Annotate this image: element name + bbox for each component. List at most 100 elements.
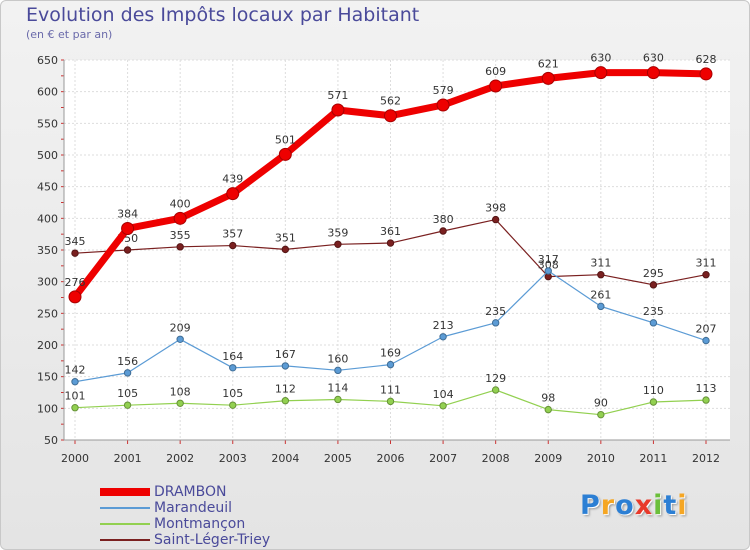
data-point-saint-leger-triey — [176, 243, 184, 251]
data-label-marandeuil: 164 — [222, 350, 243, 363]
data-label-marandeuil: 160 — [327, 352, 348, 365]
data-label-marandeuil: 167 — [275, 348, 296, 361]
x-tick-label: 2009 — [534, 452, 562, 465]
logo-letter: i — [653, 490, 664, 521]
legend-item-drambon: DRAMBON — [100, 484, 270, 500]
data-label-montmancon: 129 — [485, 372, 506, 385]
data-label-drambon: 562 — [380, 95, 401, 108]
y-tick-label: 600 — [37, 86, 58, 99]
data-point-saint-leger-triey — [439, 227, 447, 235]
y-tick-label: 50 — [44, 434, 58, 447]
data-point-montmancon — [334, 395, 342, 404]
data-point-montmancon — [649, 398, 658, 406]
data-point-drambon — [278, 147, 292, 161]
data-point-saint-leger-triey — [229, 241, 237, 250]
data-label-montmancon: 105 — [117, 387, 138, 400]
data-point-montmancon — [597, 410, 605, 419]
data-label-drambon: 439 — [222, 173, 243, 186]
y-tick-label: 300 — [37, 276, 58, 289]
data-label-saint-leger-triey: 355 — [170, 229, 191, 242]
data-label-saint-leger-triey: 357 — [222, 228, 243, 241]
data-label-montmancon: 110 — [643, 384, 664, 397]
x-tick-label: 2004 — [271, 452, 299, 465]
data-point-montmancon — [123, 401, 132, 409]
legend-swatch — [100, 488, 150, 496]
data-point-montmancon — [386, 397, 395, 406]
data-label-saint-leger-triey: 345 — [65, 235, 86, 248]
data-point-saint-leger-triey — [597, 271, 605, 279]
data-label-drambon: 621 — [538, 57, 559, 70]
data-point-marandeuil — [281, 362, 290, 370]
data-point-drambon — [594, 66, 608, 80]
data-label-saint-leger-triey: 361 — [380, 225, 401, 238]
y-tick-label: 250 — [37, 307, 58, 320]
data-point-saint-leger-triey — [386, 239, 395, 247]
data-point-marandeuil — [386, 360, 395, 369]
data-label-marandeuil: 213 — [433, 319, 454, 332]
data-label-drambon: 630 — [590, 52, 611, 65]
data-label-drambon: 609 — [485, 65, 506, 78]
legend-swatch — [100, 507, 150, 509]
data-label-drambon: 400 — [170, 197, 191, 210]
data-point-montmancon — [439, 402, 447, 410]
data-point-marandeuil — [71, 378, 79, 386]
data-point-montmancon — [71, 404, 79, 412]
data-point-montmancon — [491, 386, 500, 394]
y-tick-label: 100 — [37, 402, 58, 415]
legend-item-marandeuil: Marandeuil — [100, 500, 270, 516]
data-label-saint-leger-triey: 398 — [485, 202, 506, 215]
data-label-montmancon: 112 — [275, 383, 296, 396]
data-point-marandeuil — [491, 319, 500, 327]
data-point-drambon — [331, 103, 345, 117]
x-tick-label: 2005 — [324, 452, 352, 465]
y-tick-label: 150 — [37, 371, 58, 384]
logo-letter: t — [663, 490, 678, 521]
logo-letter: P — [580, 490, 601, 521]
data-point-montmancon — [229, 401, 237, 409]
x-tick-label: 2007 — [429, 452, 457, 465]
data-label-saint-leger-triey: 308 — [538, 259, 559, 272]
data-label-marandeuil: 156 — [117, 355, 138, 368]
y-tick-label: 200 — [37, 339, 58, 352]
data-point-drambon — [173, 211, 187, 225]
data-label-marandeuil: 235 — [643, 305, 664, 318]
data-point-drambon — [436, 98, 450, 112]
x-tick-label: 2001 — [114, 452, 142, 465]
data-label-drambon: 579 — [433, 84, 454, 97]
data-label-drambon: 630 — [643, 52, 664, 65]
data-label-montmancon: 98 — [541, 392, 555, 405]
data-label-montmancon: 101 — [65, 390, 86, 403]
data-point-marandeuil — [334, 366, 342, 375]
legend-item-montmancon: Montmançon — [100, 516, 270, 532]
data-label-marandeuil: 317 — [538, 253, 559, 266]
legend-item-saint-leger-triey: Saint-Léger-Triey — [100, 532, 270, 548]
data-point-marandeuil — [544, 267, 552, 275]
data-label-marandeuil: 209 — [170, 321, 191, 334]
x-tick-label: 2010 — [587, 452, 615, 465]
y-tick-label: 400 — [37, 212, 58, 225]
data-point-marandeuil — [176, 335, 184, 343]
x-tick-label: 2002 — [166, 452, 194, 465]
data-point-montmancon — [176, 399, 184, 407]
data-point-drambon — [699, 67, 713, 81]
data-point-drambon — [384, 109, 397, 123]
chart-legend: DRAMBON Marandeuil Montmançon Saint-Léger-T… — [100, 484, 270, 548]
data-label-montmancon: 111 — [380, 383, 401, 396]
chart-subtitle: (en € et par an) — [26, 28, 113, 41]
data-label-drambon: 571 — [327, 89, 348, 102]
data-point-montmancon — [702, 396, 710, 404]
x-tick-label: 2012 — [692, 452, 720, 465]
data-label-montmancon: 113 — [696, 382, 717, 395]
y-tick-label: 500 — [37, 149, 58, 162]
data-label-montmancon: 108 — [170, 385, 191, 398]
legend-label: DRAMBON — [154, 484, 227, 500]
logo-letter: o — [615, 490, 635, 521]
y-tick-label: 550 — [37, 117, 58, 130]
data-label-montmancon: 105 — [222, 387, 243, 400]
y-tick-label: 450 — [37, 181, 58, 194]
proxiti-logo: Proxiti — [580, 490, 688, 521]
logo-letter: r — [600, 490, 616, 521]
data-point-marandeuil — [229, 364, 237, 372]
data-label-saint-leger-triey: 311 — [696, 257, 717, 270]
